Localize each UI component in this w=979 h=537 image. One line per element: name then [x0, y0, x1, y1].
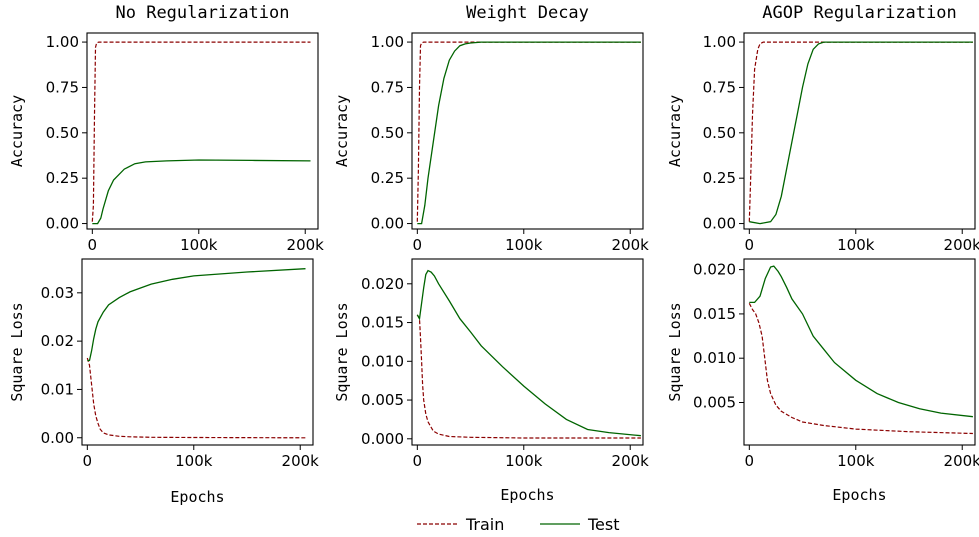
plot-frame [743, 258, 976, 446]
y-axis-label: Square Loss [333, 302, 351, 401]
y-tick-label: 0.50 [703, 124, 736, 142]
series-line-train [416, 41, 641, 222]
x-tick-label: 100k [837, 452, 875, 470]
panel-1: 0 100k 200k 0.00 0.25 0.50 0.75 1.00 No Regulari… [8, 3, 324, 254]
y-tick-label: 0.25 [46, 169, 79, 187]
y-tick-label: 0.010 [693, 349, 736, 367]
plot-frame [81, 258, 314, 446]
y-tick-label: 0.000 [361, 430, 404, 448]
panel-6: 0 100k 200k 0.005 0.010 0.015 0.020 Square Loss… [666, 258, 979, 504]
series-line-test [749, 41, 973, 225]
panel-4: 0 100k 200k 0.00 0.01 0.02 0.03 Square Loss Epoc… [8, 258, 320, 506]
y-axis-label: Accuracy [333, 95, 351, 167]
x-axis-label: Epochs [170, 488, 224, 506]
x-tick-label: 200k [944, 236, 979, 254]
x-tick-label: 100k [505, 236, 543, 254]
x-tick-label: 0 [745, 452, 755, 470]
y-tick-label: 0.75 [703, 78, 736, 96]
y-tick-label: 0.005 [693, 393, 736, 411]
y-tick-label: 0.00 [703, 215, 736, 233]
series-line-train [86, 357, 306, 439]
series-line-test [749, 265, 973, 418]
plot-frame [411, 258, 644, 446]
x-tick-label: 200k [287, 236, 325, 254]
y-tick-label: 0.015 [361, 314, 404, 332]
y-tick-label: 0.02 [41, 332, 74, 350]
y-tick-label: 0.25 [703, 169, 736, 187]
y-tick-label: 0.005 [361, 391, 404, 409]
x-tick-label: 200k [612, 236, 650, 254]
panel-title: No Regularization [116, 3, 290, 23]
plot-frame [86, 32, 319, 230]
x-tick-label: 100k [180, 236, 218, 254]
y-tick-label: 0.00 [46, 215, 79, 233]
y-tick-label: 0.00 [371, 215, 404, 233]
y-tick-label: 1.00 [703, 33, 736, 51]
x-tick-label: 0 [83, 452, 93, 470]
x-tick-label: 100k [837, 236, 875, 254]
y-tick-label: 1.00 [46, 33, 79, 51]
y-tick-label: 0.020 [693, 261, 736, 279]
y-axis-label: Square Loss [8, 302, 26, 401]
series-line-train [748, 303, 973, 435]
y-tick-label: 0.015 [693, 305, 736, 323]
x-tick-label: 200k [944, 452, 979, 470]
y-tick-label: 0.25 [371, 169, 404, 187]
y-axis-label: Accuracy [8, 95, 26, 167]
x-axis-label: Epochs [500, 486, 554, 504]
panel-title: Weight Decay [466, 3, 589, 23]
series-line-test [416, 269, 641, 437]
x-axis-label: Epochs [832, 486, 886, 504]
x-tick-label: 0 [88, 236, 98, 254]
x-tick-label: 100k [175, 452, 213, 470]
x-tick-label: 100k [505, 452, 543, 470]
series-line-test [417, 41, 641, 225]
y-tick-label: 0.50 [46, 124, 79, 142]
series-line-train [91, 41, 311, 222]
series-line-train [416, 314, 641, 439]
y-tick-label: 0.75 [46, 78, 79, 96]
x-tick-label: 0 [745, 236, 755, 254]
y-axis-label: Square Loss [666, 302, 684, 401]
y-tick-label: 0.00 [41, 429, 74, 447]
x-tick-label: 0 [413, 452, 423, 470]
legend-label-train: Train [465, 515, 504, 534]
panel-title: AGOP Regularization [762, 3, 956, 23]
panel-3: 0 100k 200k 0.00 0.25 0.50 0.75 1.00 AGOP Regula… [666, 3, 979, 254]
legend-label-test: Test [587, 515, 620, 534]
y-tick-label: 0.75 [371, 78, 404, 96]
y-tick-label: 0.01 [41, 380, 74, 398]
y-tick-label: 0.020 [361, 275, 404, 293]
panel-5: 0 100k 200k 0.000 0.005 0.010 0.015 0.020 Square… [333, 258, 650, 504]
series-line-test [92, 159, 311, 225]
x-tick-label: 0 [413, 236, 423, 254]
x-tick-label: 200k [612, 452, 650, 470]
panel-2: 0 100k 200k 0.00 0.25 0.50 0.75 1.00 Weight Deca… [333, 3, 649, 254]
series-line-test [87, 268, 306, 362]
y-tick-label: 0.010 [361, 352, 404, 370]
plot-frame [743, 32, 976, 230]
x-tick-label: 200k [282, 452, 320, 470]
y-axis-label: Accuracy [666, 95, 684, 167]
series-line-train [748, 41, 973, 222]
y-tick-label: 0.03 [41, 284, 74, 302]
plot-frame [411, 32, 644, 230]
y-tick-label: 0.50 [371, 124, 404, 142]
y-tick-label: 1.00 [371, 33, 404, 51]
legend: Train Test [417, 515, 620, 534]
